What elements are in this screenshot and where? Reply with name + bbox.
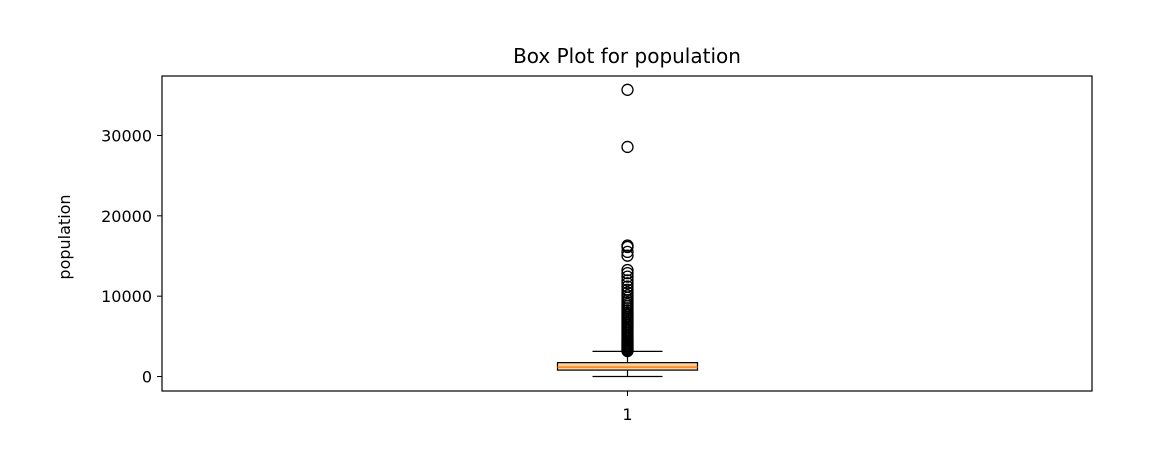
plot-frame: [161, 75, 1093, 392]
outlier-point: [621, 277, 634, 290]
outlier-point: [621, 249, 634, 262]
y-tick-label: 20000: [101, 207, 152, 226]
outlier-point: [621, 240, 634, 254]
outlier-point: [621, 344, 634, 358]
y-tick-label: 30000: [101, 126, 152, 145]
plot-layer: 0 10000 20000 30000 1: [101, 83, 699, 424]
outlier-point: [621, 266, 634, 280]
y-axis-title: population: [55, 194, 74, 279]
y-tick-label: 10000: [101, 287, 152, 306]
x-tick-label: 1: [622, 405, 632, 424]
y-tick-label: 0: [142, 368, 152, 387]
outlier-point: [621, 274, 634, 287]
outlier-point: [621, 140, 634, 154]
chart-title: Box Plot for population: [513, 44, 741, 68]
outlier-point: [621, 83, 634, 96]
outlier-point: [621, 263, 634, 277]
outlier-point: [621, 270, 634, 283]
outlier-point: [621, 286, 634, 299]
outlier-point: [621, 245, 634, 259]
